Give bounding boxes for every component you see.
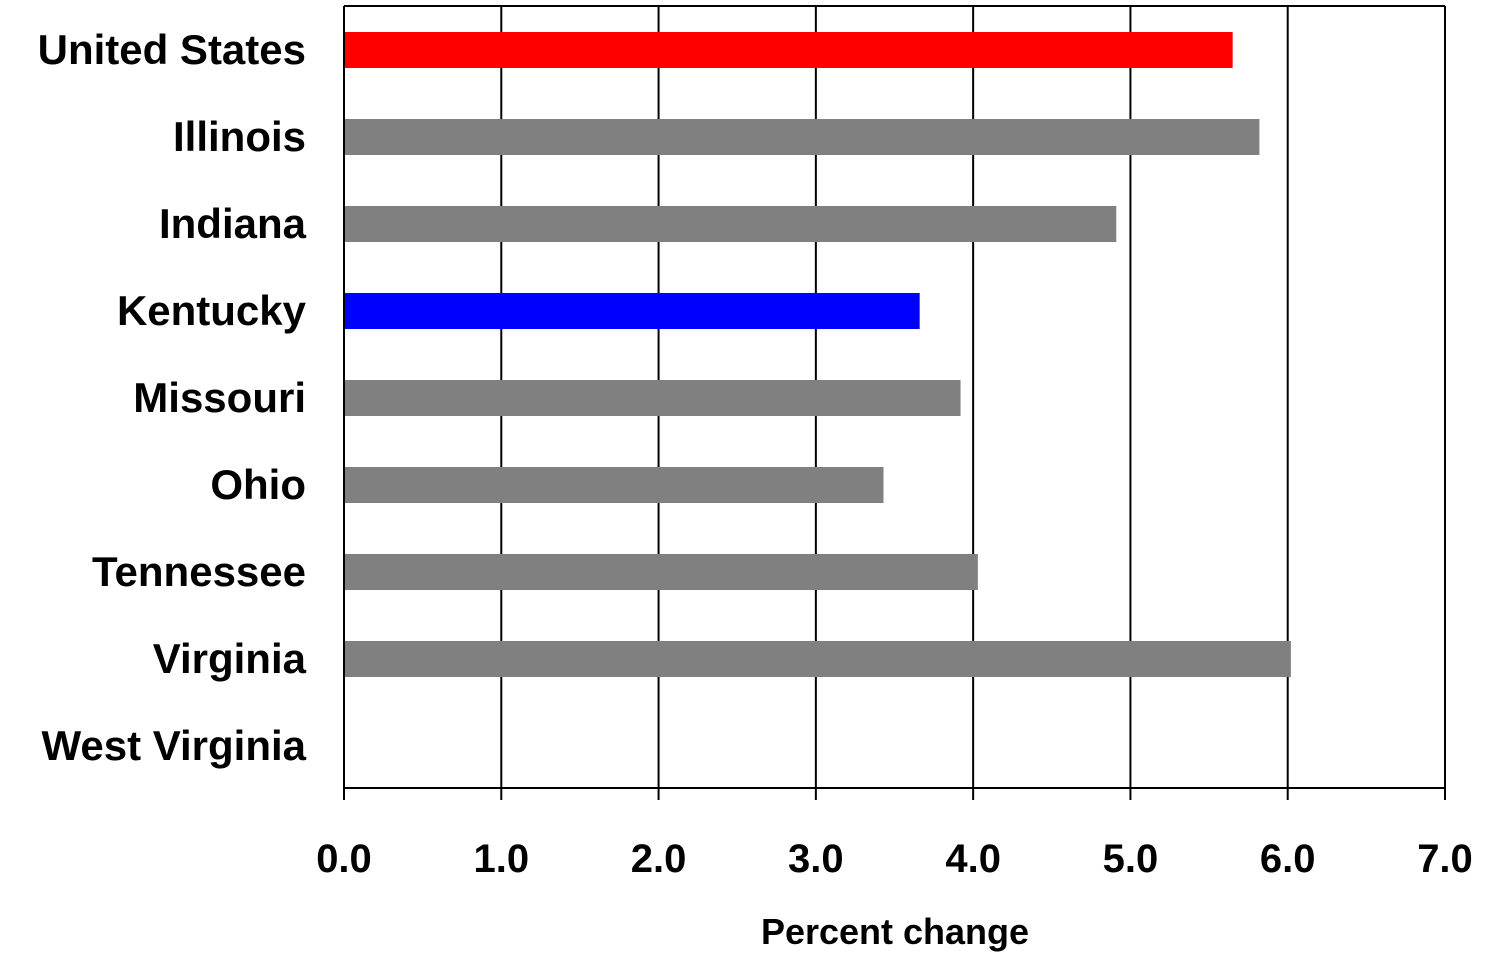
- y-category-label: Ohio: [210, 461, 306, 508]
- bar-tennessee: [345, 554, 978, 590]
- labels: 0.0 1.0 2.0 3.0 4.0 5.0 6.0 7.0 United States Ill…: [38, 26, 1473, 881]
- bar-united-states: [345, 32, 1233, 68]
- bar-kentucky: [345, 293, 920, 329]
- x-tick-label: 2.0: [631, 837, 687, 881]
- axes: [343, 5, 1446, 800]
- x-tick-label: 1.0: [473, 837, 529, 881]
- y-category-label: Indiana: [159, 200, 307, 247]
- bars: [345, 32, 1291, 677]
- bar-virginia: [345, 641, 1291, 677]
- bar-indiana: [345, 206, 1117, 242]
- x-axis-title: Percent change: [761, 911, 1029, 952]
- y-category-label: Virginia: [153, 635, 307, 682]
- y-category-label: West Virginia: [41, 722, 306, 769]
- x-tick-label: 3.0: [788, 837, 844, 881]
- x-tick-label: 7.0: [1417, 837, 1473, 881]
- y-category-label: Tennessee: [92, 548, 306, 595]
- x-tick-label: 6.0: [1260, 837, 1316, 881]
- bar-illinois: [345, 119, 1260, 155]
- x-tick-label: 0.0: [316, 837, 372, 881]
- bar-ohio: [345, 467, 884, 503]
- bar-missouri: [345, 380, 961, 416]
- x-tick-label: 5.0: [1103, 837, 1159, 881]
- y-category-label: Illinois: [173, 113, 306, 160]
- y-category-label: Kentucky: [117, 287, 307, 334]
- y-category-label: Missouri: [133, 374, 306, 421]
- x-tick-label: 4.0: [945, 837, 1001, 881]
- y-category-label: United States: [38, 26, 306, 73]
